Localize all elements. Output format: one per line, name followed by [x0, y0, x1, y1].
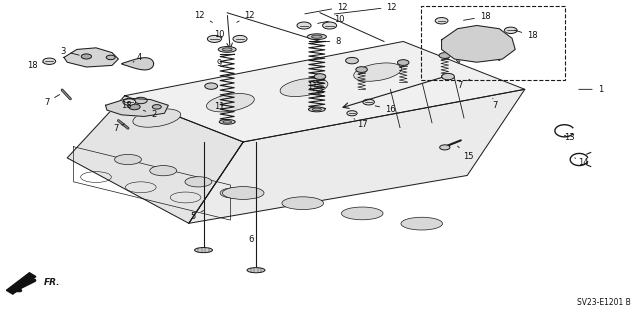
Polygon shape: [106, 98, 168, 116]
Circle shape: [442, 73, 454, 80]
Polygon shape: [64, 48, 118, 67]
Text: 8: 8: [319, 37, 340, 46]
Circle shape: [81, 54, 92, 59]
Text: 6: 6: [249, 235, 254, 244]
Circle shape: [346, 57, 358, 64]
Polygon shape: [125, 41, 525, 142]
Text: 18: 18: [122, 101, 132, 110]
Text: 13: 13: [564, 133, 575, 142]
Ellipse shape: [219, 119, 236, 124]
Ellipse shape: [247, 268, 265, 273]
Text: SV23-E1201 B: SV23-E1201 B: [577, 298, 630, 307]
Text: 3: 3: [60, 47, 79, 56]
Ellipse shape: [307, 34, 326, 40]
Ellipse shape: [354, 63, 401, 81]
Text: 1: 1: [579, 85, 603, 94]
Text: 11: 11: [307, 82, 317, 91]
Circle shape: [347, 111, 357, 116]
Circle shape: [207, 35, 221, 42]
Circle shape: [356, 67, 367, 72]
Circle shape: [323, 22, 337, 29]
Circle shape: [435, 18, 448, 24]
Circle shape: [152, 105, 161, 109]
Text: 12: 12: [237, 11, 255, 22]
Ellipse shape: [342, 207, 383, 220]
Polygon shape: [122, 58, 154, 70]
Text: 5: 5: [191, 211, 204, 221]
Circle shape: [205, 83, 218, 89]
Text: 18: 18: [515, 30, 538, 40]
Text: 4: 4: [133, 53, 142, 62]
Ellipse shape: [115, 154, 141, 165]
Circle shape: [397, 60, 409, 65]
Text: 12: 12: [334, 3, 397, 14]
Ellipse shape: [207, 93, 254, 112]
Circle shape: [456, 38, 472, 45]
Ellipse shape: [218, 47, 236, 52]
Polygon shape: [189, 89, 525, 223]
Text: 15: 15: [458, 146, 474, 161]
Ellipse shape: [282, 197, 323, 210]
Ellipse shape: [312, 108, 321, 111]
Text: 7: 7: [493, 98, 498, 110]
Polygon shape: [6, 273, 36, 294]
Circle shape: [314, 74, 326, 79]
Text: 2: 2: [143, 110, 156, 119]
Ellipse shape: [150, 166, 177, 176]
Ellipse shape: [220, 188, 247, 198]
Text: 7: 7: [114, 124, 124, 133]
Text: 7: 7: [44, 94, 60, 107]
Ellipse shape: [222, 48, 232, 51]
Ellipse shape: [195, 248, 212, 253]
Text: 18: 18: [463, 12, 490, 21]
Text: 11: 11: [214, 102, 224, 111]
Circle shape: [134, 97, 147, 104]
Circle shape: [43, 58, 56, 64]
Circle shape: [504, 27, 517, 33]
Circle shape: [363, 99, 374, 105]
Text: 9: 9: [216, 59, 227, 68]
Circle shape: [129, 104, 140, 110]
Circle shape: [439, 53, 451, 58]
Polygon shape: [442, 26, 515, 62]
Text: 10: 10: [214, 30, 224, 39]
Ellipse shape: [133, 109, 180, 127]
Ellipse shape: [185, 177, 212, 187]
Ellipse shape: [280, 78, 328, 97]
Circle shape: [106, 55, 115, 60]
Ellipse shape: [312, 35, 322, 38]
Circle shape: [123, 99, 136, 105]
Circle shape: [479, 36, 494, 44]
Circle shape: [233, 35, 247, 42]
Polygon shape: [67, 96, 243, 223]
Text: FR.: FR.: [44, 278, 60, 287]
Text: 12: 12: [305, 3, 348, 14]
Ellipse shape: [401, 217, 443, 230]
Bar: [421, 6, 565, 80]
Text: 14: 14: [575, 158, 589, 167]
Circle shape: [440, 145, 450, 150]
Circle shape: [488, 46, 504, 53]
Text: 16: 16: [375, 105, 396, 114]
Text: 12: 12: [195, 11, 212, 22]
Ellipse shape: [308, 107, 325, 112]
Text: 17: 17: [354, 119, 368, 129]
Circle shape: [297, 22, 311, 29]
Text: 18: 18: [27, 61, 44, 70]
Text: 10: 10: [317, 15, 344, 24]
Ellipse shape: [223, 187, 264, 199]
Ellipse shape: [223, 121, 232, 123]
Text: 7: 7: [457, 79, 470, 90]
